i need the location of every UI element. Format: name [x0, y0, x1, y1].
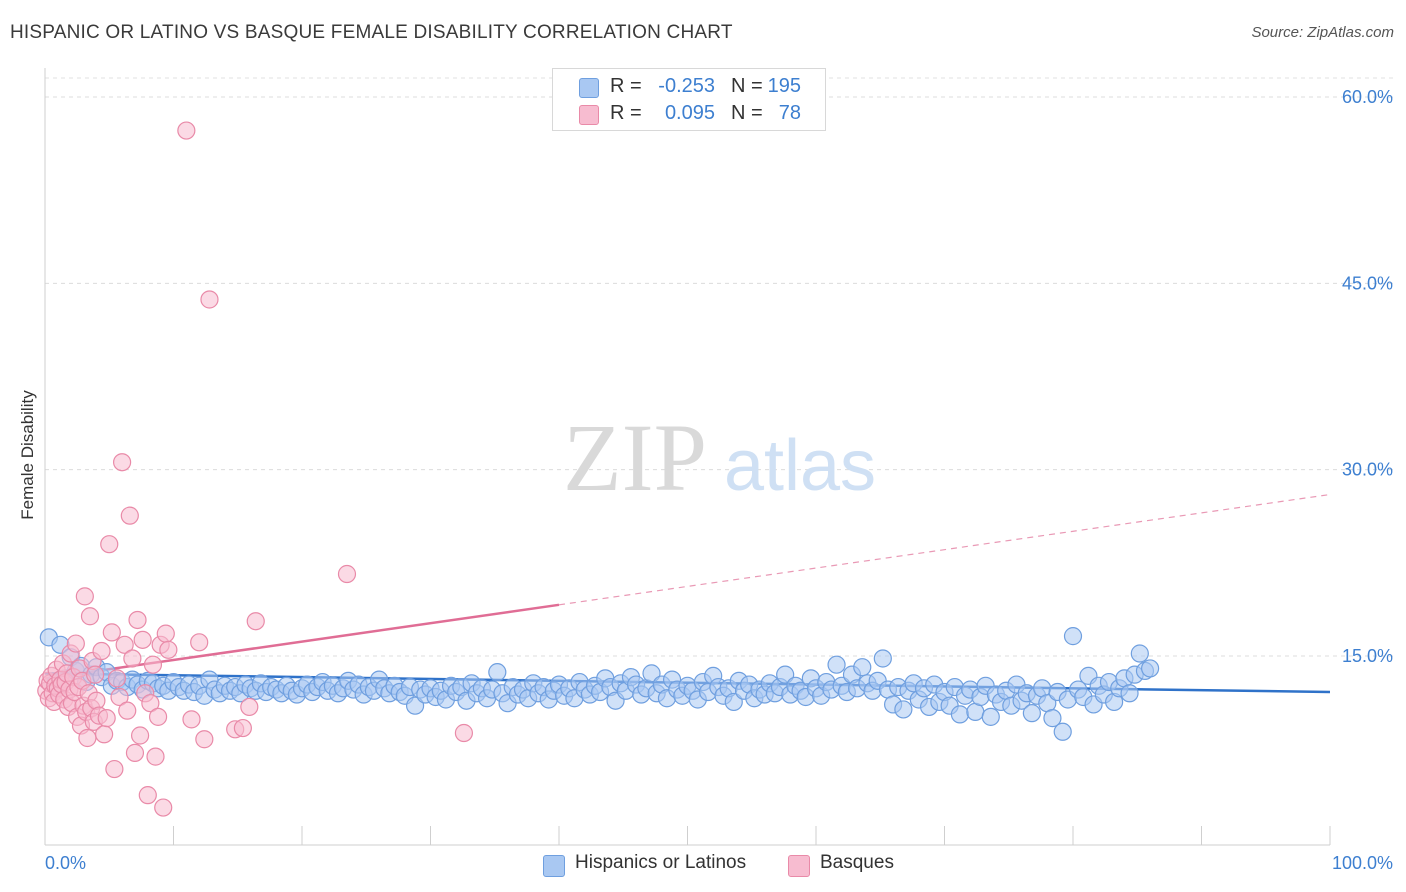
- point-basque: [95, 725, 114, 744]
- point-hispanic: [1053, 722, 1072, 741]
- point-basque: [138, 786, 157, 805]
- r-value: -0.253: [658, 75, 715, 97]
- n-label: N =: [731, 102, 763, 124]
- point-basque: [66, 634, 85, 653]
- point-hispanic: [950, 705, 970, 724]
- point-basque: [159, 640, 178, 659]
- point-hispanic: [488, 663, 507, 682]
- y-tick-label: 45.0%: [1342, 273, 1393, 293]
- point-basque: [133, 630, 152, 649]
- point-basque: [123, 649, 142, 668]
- point-basque: [143, 655, 163, 674]
- r-label: R =: [610, 75, 642, 97]
- point-hispanic: [776, 665, 795, 684]
- point-hispanic: [827, 655, 846, 674]
- point-hispanic: [1120, 684, 1139, 703]
- y-tick-label: 60.0%: [1342, 87, 1393, 107]
- point-hispanic: [1043, 709, 1062, 728]
- point-basque: [182, 710, 201, 729]
- point-hispanic: [405, 696, 425, 715]
- r-label: R =: [610, 102, 642, 124]
- point-hispanic: [1130, 644, 1149, 663]
- legend-swatch-basque: [579, 105, 599, 125]
- source-label: Source: ZipAtlas.com: [1251, 24, 1394, 41]
- y-tick-label: 15.0%: [1342, 646, 1393, 666]
- point-basque: [102, 623, 121, 642]
- axes: [44, 68, 1331, 846]
- y-axis-label: Female Disability: [18, 390, 37, 520]
- point-basque: [115, 635, 134, 654]
- point-basque: [110, 687, 129, 707]
- point-basque: [240, 697, 259, 717]
- point-basque: [454, 723, 474, 743]
- point-basque: [195, 730, 214, 749]
- point-basque: [118, 701, 137, 720]
- data-points: [37, 121, 1160, 817]
- legend-label-hispanic: Hispanics or Latinos: [575, 852, 747, 873]
- legend-swatch-basque: [788, 855, 810, 877]
- x-tick-label: 100.0%: [1332, 853, 1393, 873]
- point-basque: [337, 564, 357, 584]
- point-basque: [100, 535, 119, 554]
- point-hispanic: [1022, 704, 1041, 723]
- r-value: 0.095: [664, 102, 715, 124]
- point-basque: [92, 641, 111, 661]
- point-basque: [190, 633, 209, 652]
- n-value: 195: [767, 75, 801, 97]
- point-hispanic: [853, 658, 872, 677]
- point-basque: [112, 453, 132, 472]
- point-basque: [97, 709, 116, 728]
- point-basque: [87, 691, 106, 710]
- point-basque: [78, 728, 97, 748]
- legend-swatch-hispanic: [543, 855, 565, 877]
- point-basque: [141, 694, 160, 713]
- point-basque: [154, 798, 173, 817]
- point-hispanic: [724, 692, 743, 712]
- point-basque: [75, 587, 94, 606]
- point-basque: [233, 718, 252, 738]
- point-basque: [156, 624, 175, 643]
- point-hispanic: [642, 664, 661, 683]
- point-basque: [128, 610, 147, 630]
- point-hispanic: [894, 700, 913, 719]
- trend-lines: [44, 493, 1331, 694]
- legend-swatch-hispanic: [579, 78, 599, 98]
- watermark: ZIP atlas: [563, 404, 876, 511]
- point-basque: [148, 707, 168, 726]
- point-basque: [107, 669, 127, 688]
- point-hispanic: [873, 649, 892, 668]
- chart-title: HISPANIC OR LATINO VS BASQUE FEMALE DISA…: [10, 22, 733, 43]
- watermark-atlas: atlas: [724, 426, 876, 506]
- point-basque: [177, 121, 196, 140]
- point-hispanic: [1063, 627, 1083, 646]
- point-basque: [120, 506, 139, 525]
- x-tick-label: 0.0%: [45, 853, 86, 873]
- n-label: N =: [731, 75, 763, 97]
- point-hispanic: [981, 707, 1000, 726]
- point-basque: [105, 759, 124, 779]
- y-tick-label: 30.0%: [1342, 460, 1393, 480]
- point-basque: [146, 747, 165, 766]
- legend-label-basque: Basques: [820, 852, 894, 873]
- tick-labels: 15.0% 30.0% 45.0% 60.0% 0.0% 100.0%: [45, 87, 1393, 873]
- point-basque: [200, 290, 219, 309]
- trend-line-basque-extension: [558, 493, 1331, 606]
- point-basque: [246, 612, 265, 631]
- watermark-zip: ZIP: [563, 404, 707, 511]
- point-basque: [125, 743, 145, 762]
- point-basque: [86, 665, 105, 684]
- n-value: 78: [778, 102, 801, 124]
- correlation-legend: R = -0.253 N = 195 R = 0.095 N = 78: [552, 68, 826, 131]
- point-basque: [80, 607, 100, 626]
- grid-lines: [45, 77, 1393, 657]
- series-legend: Hispanics or Latinos Basques: [0, 852, 1406, 878]
- point-basque: [130, 726, 150, 745]
- point-hispanic: [1140, 659, 1160, 678]
